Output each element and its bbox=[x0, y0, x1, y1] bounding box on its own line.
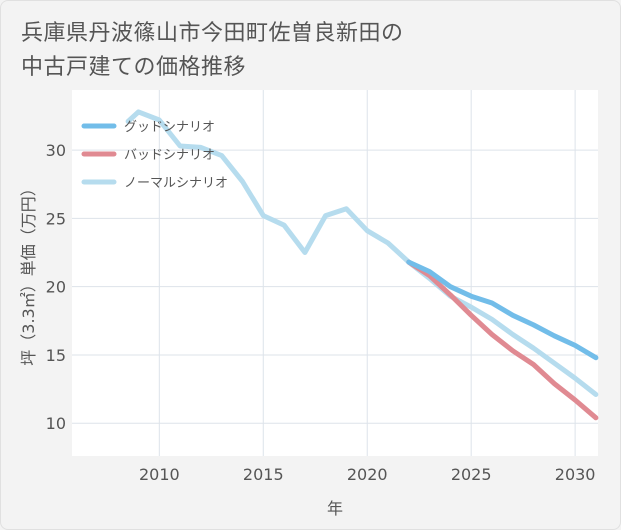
series-line-1 bbox=[406, 259, 599, 421]
x-tick-label: 2015 bbox=[243, 465, 284, 484]
legend-item-2[interactable]: ノーマルシナリオ bbox=[81, 176, 228, 191]
y-tick-label: 15 bbox=[46, 346, 66, 365]
chart-title-line1: 兵庫県丹波篠山市今田町佐曽良新田の bbox=[21, 21, 404, 46]
x-tick-label: 2020 bbox=[347, 465, 388, 484]
legend-label-1: バッドシナリオ bbox=[124, 148, 215, 163]
x-axis-ticks: 2010 2015 2020 2025 2030 bbox=[139, 465, 596, 484]
y-tick-label: 10 bbox=[46, 414, 66, 433]
chart-title-line2: 中古戸建ての価格推移 bbox=[21, 55, 247, 80]
legend-label-0: グッドシナリオ bbox=[124, 120, 215, 135]
series-line-2 bbox=[125, 109, 599, 397]
plot-area bbox=[72, 90, 598, 456]
x-tick-label: 2025 bbox=[451, 465, 492, 484]
x-tick-label: 2010 bbox=[139, 465, 180, 484]
series-line-0 bbox=[406, 259, 599, 361]
legend-item-0[interactable]: グッドシナリオ bbox=[81, 120, 215, 135]
legend-item-1[interactable]: バッドシナリオ bbox=[81, 148, 215, 163]
y-axis-ticks: 10 15 20 25 30 bbox=[46, 141, 66, 433]
legend-label-2: ノーマルシナリオ bbox=[124, 176, 228, 191]
y-tick-label: 20 bbox=[46, 278, 66, 297]
grid-lines bbox=[72, 90, 598, 456]
y-tick-label: 30 bbox=[46, 141, 66, 160]
x-tick-label: 2030 bbox=[555, 465, 596, 484]
y-tick-label: 25 bbox=[46, 209, 66, 228]
y-axis-title: 坪（3.3㎡）単価（万円） bbox=[19, 180, 38, 365]
x-axis-title: 年 bbox=[327, 499, 343, 518]
series-lines bbox=[125, 109, 599, 421]
chart-title: 兵庫県丹波篠山市今田町佐曽良新田の 中古戸建ての価格推移 bbox=[21, 17, 404, 85]
